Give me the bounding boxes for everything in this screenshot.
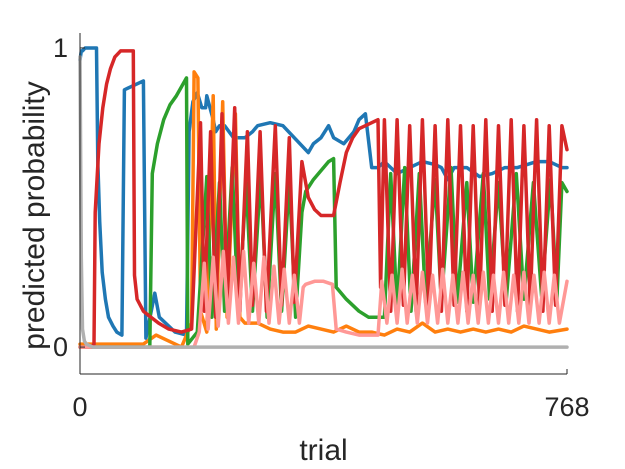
x-tick-label: 768 bbox=[544, 392, 589, 422]
series-line-2 bbox=[78, 70, 569, 349]
y-axis-label: predicted probability bbox=[18, 81, 51, 350]
y-tick-label: 0 bbox=[53, 332, 68, 362]
series-line-6 bbox=[78, 55, 569, 349]
series-line-4 bbox=[78, 49, 569, 349]
x-axis-label: trial bbox=[299, 434, 347, 467]
tick-layer: 0 1 0 768 bbox=[53, 33, 590, 422]
series-line-5 bbox=[78, 249, 569, 349]
y-tick-label: 1 bbox=[53, 33, 68, 63]
axes bbox=[79, 33, 567, 375]
series-line-3 bbox=[78, 76, 569, 349]
x-tick-label: 0 bbox=[72, 392, 87, 422]
series-layer bbox=[78, 46, 569, 349]
